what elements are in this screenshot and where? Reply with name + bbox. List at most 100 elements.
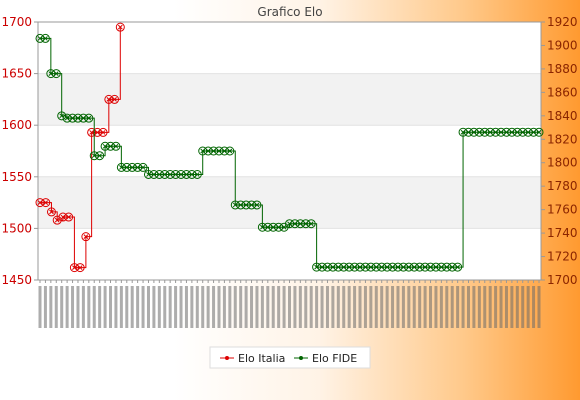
y-right-tick-label: 1880 [547, 62, 578, 76]
data-point-marker [106, 97, 112, 102]
data-point [491, 127, 501, 137]
x-tick-label [76, 286, 80, 328]
x-tick-label [466, 286, 470, 328]
x-tick-label [342, 286, 346, 328]
data-point [230, 200, 240, 210]
y-right-tick-label: 1860 [547, 85, 578, 99]
data-point [529, 127, 539, 137]
data-point [115, 22, 125, 32]
data-point [285, 219, 294, 229]
data-point [290, 219, 300, 229]
legend-box [209, 346, 371, 369]
data-point [100, 141, 110, 151]
x-tick-label [369, 286, 373, 328]
data-point [116, 162, 126, 172]
data-point [171, 169, 181, 179]
data-point-marker [112, 97, 117, 102]
data-point [398, 262, 408, 272]
data-point [366, 262, 376, 272]
x-tick-label [190, 286, 194, 328]
x-tick-label [391, 286, 395, 328]
data-point-marker [66, 214, 72, 220]
data-point [415, 262, 425, 272]
x-tick-label [255, 286, 259, 328]
x-tick-label [293, 286, 297, 328]
x-tick-label [385, 286, 389, 328]
data-point [214, 146, 224, 156]
y-right-tick-label: 1740 [547, 226, 578, 240]
data-point [41, 198, 51, 208]
x-tick-label [163, 286, 167, 328]
data-point [73, 113, 83, 123]
x-tick-label [212, 286, 216, 328]
y-right-tick-label: 1840 [547, 109, 578, 123]
data-point [328, 262, 338, 272]
data-point [306, 219, 316, 229]
y-right-tick-label: 1700 [547, 273, 578, 287]
data-point-marker [86, 115, 92, 121]
data-point-marker [83, 234, 89, 240]
data-point [176, 169, 186, 179]
x-tick-label [119, 286, 123, 328]
data-point [149, 169, 159, 179]
x-tick-label [239, 286, 243, 328]
x-tick-label [233, 286, 237, 328]
x-tick-label [125, 286, 129, 328]
data-point [138, 162, 148, 172]
data-point-marker [113, 143, 119, 149]
x-tick-label [439, 286, 443, 328]
data-point-marker [53, 71, 59, 76]
x-tick-label [461, 286, 465, 328]
y-right-tick-label: 1760 [547, 203, 578, 217]
data-point [98, 127, 108, 137]
data-point [447, 262, 457, 272]
data-point-marker [140, 165, 146, 170]
data-point [236, 200, 246, 210]
x-tick-label [494, 286, 498, 328]
x-tick-label [49, 286, 53, 328]
y-left-tick-label: 1450 [1, 273, 32, 287]
data-point-marker [254, 202, 260, 208]
x-tick-label [217, 286, 221, 328]
data-point-marker [227, 148, 233, 154]
x-tick-label [228, 286, 232, 328]
x-tick-label [38, 286, 42, 328]
x-tick-label [429, 286, 433, 328]
x-tick-label [532, 286, 536, 328]
data-point [57, 111, 67, 121]
y-right-tick-label: 1900 [547, 38, 578, 52]
x-tick-label [146, 286, 150, 328]
data-point [496, 127, 506, 137]
x-tick-label [98, 286, 102, 328]
x-tick-label [510, 286, 514, 328]
data-point-marker [43, 200, 49, 205]
data-point [84, 113, 94, 123]
data-point [247, 200, 257, 210]
data-point-marker [100, 130, 106, 135]
data-point [110, 94, 120, 104]
data-point [89, 151, 99, 161]
data-point [453, 262, 463, 272]
x-tick-label [363, 286, 367, 328]
data-point [426, 262, 436, 272]
data-point [46, 207, 56, 217]
data-point [133, 162, 143, 172]
y-left-tick-label: 1700 [1, 15, 32, 29]
x-tick-label [92, 286, 96, 328]
data-point-marker [117, 24, 123, 30]
x-tick-label [141, 286, 145, 328]
x-tick-label [358, 286, 362, 328]
data-point [257, 222, 267, 232]
x-tick-label [412, 286, 416, 328]
data-point [58, 212, 68, 222]
data-point [317, 262, 327, 272]
data-point [219, 146, 229, 156]
x-tick-label [472, 286, 476, 328]
data-point [295, 219, 305, 229]
x-tick-label [309, 286, 313, 328]
data-point [301, 219, 311, 229]
x-tick-label [184, 286, 188, 328]
data-point-marker [43, 36, 48, 41]
x-tick-label [60, 286, 64, 328]
data-point [393, 262, 403, 272]
